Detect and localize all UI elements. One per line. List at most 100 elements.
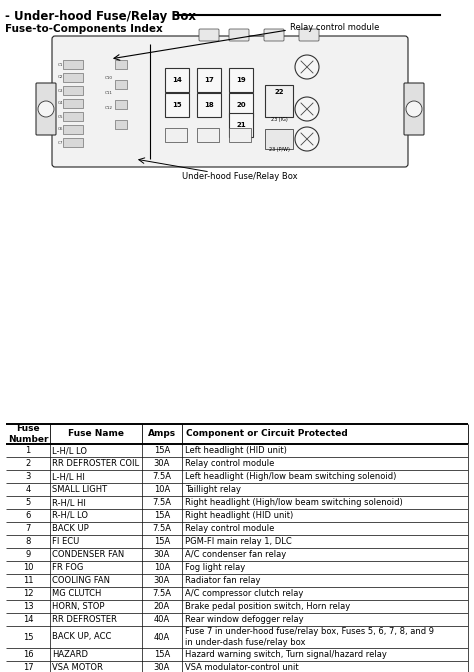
Bar [115,100,127,109]
Text: RR DEFROSTER: RR DEFROSTER [52,615,117,624]
FancyBboxPatch shape [404,83,424,135]
Bar [165,128,187,142]
Text: HAZARD: HAZARD [52,650,88,659]
Text: Brake pedal position switch, Horn relay: Brake pedal position switch, Horn relay [184,602,350,611]
Text: 14: 14 [172,77,182,83]
Text: C1: C1 [58,62,64,67]
Text: Left headlight (High/low beam switching solenoid): Left headlight (High/low beam switching … [184,472,396,481]
Text: 11: 11 [23,576,33,585]
Text: FI ECU: FI ECU [52,537,79,546]
Bar [229,93,253,117]
Text: BACK UP, ACC: BACK UP, ACC [52,632,111,642]
Circle shape [295,127,319,151]
Text: 12: 12 [23,589,33,598]
Text: 6: 6 [25,511,31,520]
Text: 30A: 30A [154,459,170,468]
Text: 15A: 15A [154,537,170,546]
Text: VSA modulator-control unit: VSA modulator-control unit [184,663,298,672]
Text: 17: 17 [204,77,214,83]
Text: 15A: 15A [154,446,170,455]
Bar [63,99,83,108]
Text: Radiator fan relay: Radiator fan relay [184,576,260,585]
Bar [229,68,253,92]
Text: Component or Circuit Protected: Component or Circuit Protected [185,429,347,439]
Text: 16: 16 [23,650,33,659]
Text: Fog light relay: Fog light relay [184,563,245,572]
Bar [63,86,83,95]
Text: 14: 14 [23,615,33,624]
Text: 40A: 40A [154,632,170,642]
Text: C5: C5 [58,114,64,118]
Text: 8: 8 [25,537,31,546]
Circle shape [406,101,422,117]
Circle shape [295,97,319,121]
Text: L-H/L LO: L-H/L LO [52,446,87,455]
Text: 20: 20 [236,102,246,108]
Text: Right headlight (High/low beam switching solenoid): Right headlight (High/low beam switching… [184,498,402,507]
Bar [63,138,83,147]
Text: Fuse Name: Fuse Name [68,429,124,439]
Text: RR DEFROSTER COIL: RR DEFROSTER COIL [52,459,139,468]
Text: SMALL LIGHT: SMALL LIGHT [52,485,107,494]
FancyBboxPatch shape [36,83,56,135]
Text: 7.5A: 7.5A [153,524,172,533]
Text: 7: 7 [25,524,31,533]
Text: 15A: 15A [154,650,170,659]
Bar [229,113,253,137]
Text: C10: C10 [105,76,113,80]
Text: 7.5A: 7.5A [153,472,172,481]
Text: 15: 15 [23,632,33,642]
Text: 17: 17 [23,663,33,672]
Text: CONDENSER FAN: CONDENSER FAN [52,550,124,559]
Text: 22: 22 [274,89,284,95]
Text: Right headlight (HID unit): Right headlight (HID unit) [184,511,293,520]
Text: BACK UP: BACK UP [52,524,89,533]
Text: 23 (P/W): 23 (P/W) [269,146,290,151]
Bar [115,80,127,89]
Text: L-H/L HI: L-H/L HI [52,472,85,481]
Text: -: - [5,10,14,23]
Text: Taillight relay: Taillight relay [184,485,241,494]
Text: 15A: 15A [154,511,170,520]
Bar [265,129,293,149]
Bar [197,128,219,142]
Circle shape [38,101,54,117]
Text: 10A: 10A [154,485,170,494]
Text: Under-hood Fuse/Relay Box: Under-hood Fuse/Relay Box [182,172,298,181]
Bar [63,60,83,69]
Text: 9: 9 [25,550,30,559]
Text: 2: 2 [25,459,30,468]
Bar [197,68,221,92]
Text: C6: C6 [58,128,64,132]
Text: PGM-FI main relay 1, DLC: PGM-FI main relay 1, DLC [184,537,292,546]
Text: C11: C11 [105,91,113,95]
Text: Fuse 7 in under-hood fuse/relay box, Fuses 5, 6, 7, 8, and 9
in under-dash fuse/: Fuse 7 in under-hood fuse/relay box, Fus… [184,627,434,646]
Bar [115,120,127,129]
Text: Fuse
Number: Fuse Number [8,424,48,444]
Bar [265,85,293,117]
Text: 7.5A: 7.5A [153,498,172,507]
FancyBboxPatch shape [299,29,319,41]
Text: MG CLUTCH: MG CLUTCH [52,589,101,598]
Text: 30A: 30A [154,576,170,585]
Bar [165,68,189,92]
Bar [197,93,221,117]
Text: R-H/L HI: R-H/L HI [52,498,86,507]
Text: HORN, STOP: HORN, STOP [52,602,104,611]
Circle shape [295,55,319,79]
Text: Fuse-to-Components Index: Fuse-to-Components Index [5,24,163,34]
Bar [165,93,189,117]
Text: FR FOG: FR FOG [52,563,83,572]
Text: 15: 15 [172,102,182,108]
Text: C2: C2 [58,75,64,79]
FancyBboxPatch shape [52,36,408,167]
Text: 7.5A: 7.5A [153,589,172,598]
Bar [229,128,251,142]
Text: A/C compressor clutch relay: A/C compressor clutch relay [184,589,303,598]
Text: 30A: 30A [154,663,170,672]
Bar [63,73,83,82]
Text: C7: C7 [58,140,64,144]
Text: 40A: 40A [154,615,170,624]
Text: Relay control module: Relay control module [290,22,379,32]
FancyBboxPatch shape [264,29,284,41]
